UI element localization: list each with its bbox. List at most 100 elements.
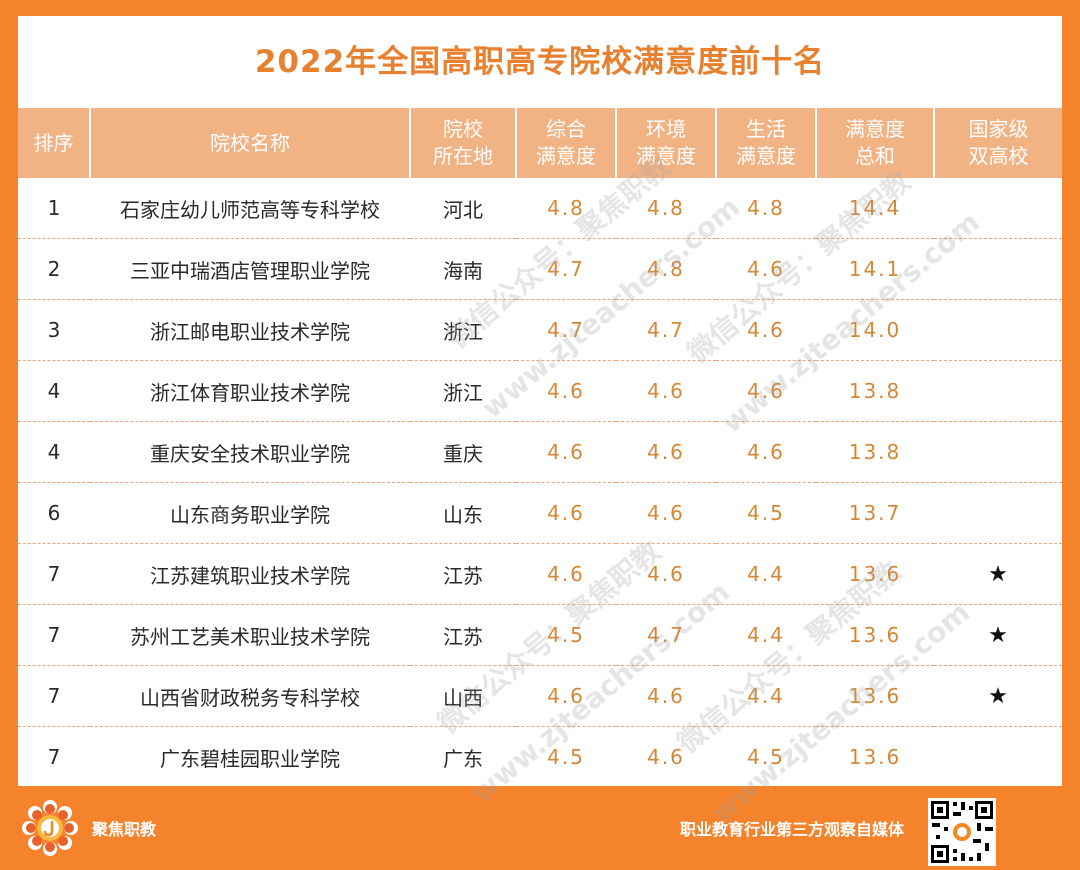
- table-row: 2 三亚中瑞酒店管理职业学院 海南 4.7 4.8 4.6 14.1: [18, 238, 1062, 300]
- cell-total: 14.0: [816, 299, 934, 361]
- header-total: 满意度 总和: [816, 108, 935, 178]
- cell-double-high: [934, 482, 1062, 544]
- cell-overall: 4.6: [516, 665, 616, 727]
- cell-province: 山西: [410, 665, 516, 727]
- table-row: 7 江苏建筑职业技术学院 江苏 4.6 4.6 4.4 13.6 ★: [18, 543, 1062, 605]
- header-environment: 环境 满意度: [616, 108, 717, 178]
- cell-life: 4.6: [716, 360, 816, 422]
- cell-double-high: [934, 238, 1062, 300]
- page-title: 2022年全国高职高专院校满意度前十名: [254, 44, 826, 80]
- table-row: 3 浙江邮电职业技术学院 浙江 4.7 4.7 4.6 14.0: [18, 299, 1062, 361]
- cell-province: 江苏: [410, 543, 516, 605]
- cell-double-high: [934, 299, 1062, 361]
- cell-environment: 4.8: [616, 178, 716, 239]
- cell-total: 13.7: [816, 482, 934, 544]
- table-row: 7 山西省财政税务专科学校 山西 4.6 4.6 4.4 13.6 ★: [18, 665, 1062, 727]
- cell-environment: 4.6: [616, 665, 716, 727]
- cell-overall: 4.6: [516, 482, 616, 544]
- header-school-name: 院校名称: [90, 108, 411, 178]
- cell-environment: 4.6: [616, 360, 716, 422]
- cell-school-name: 山西省财政税务专科学校: [90, 665, 410, 727]
- cell-province: 山东: [410, 482, 516, 544]
- cell-school-name: 浙江邮电职业技术学院: [90, 299, 410, 361]
- brand-logo-icon: [20, 798, 80, 858]
- cell-province: 江苏: [410, 604, 516, 666]
- cell-life: 4.6: [716, 238, 816, 300]
- cell-double-high: ★: [934, 604, 1062, 666]
- cell-life: 4.4: [716, 543, 816, 605]
- cell-environment: 4.7: [616, 604, 716, 666]
- cell-life: 4.5: [747, 745, 785, 769]
- cell-life: 4.5: [716, 482, 816, 544]
- brand-name: 聚焦职教: [92, 820, 157, 839]
- cell-rank: 6: [18, 482, 90, 544]
- cell-life: 4.6: [716, 299, 816, 361]
- cell-province: 重庆: [410, 421, 516, 483]
- cell-overall: 4.5: [547, 745, 585, 769]
- cell-life: 4.8: [716, 178, 816, 239]
- cell-overall: 4.6: [516, 421, 616, 483]
- cell-overall: 4.8: [516, 178, 616, 239]
- footer-slogan: 职业教育行业第三方观察自媒体: [679, 820, 904, 839]
- table-header-row: 排序 院校名称 院校 所在地 综合 满意度 环境 满意度 生活 满意度 满意度 总和 国家…: [18, 108, 1062, 178]
- cell-school-name: 山东商务职业学院: [90, 482, 410, 544]
- cell-school-name: 广东碧桂园职业学院: [160, 746, 340, 771]
- cell-total: 13.6: [816, 604, 934, 666]
- cell-life: 4.6: [716, 421, 816, 483]
- ranking-card: 2022年全国高职高专院校满意度前十名 排序 院校名称 院校 所在地 综合 满意度 …: [18, 16, 1062, 830]
- cell-school-name: 石家庄幼儿师范高等专科学校: [90, 178, 410, 239]
- cell-rank: 7: [47, 745, 61, 769]
- cell-environment: 4.7: [616, 299, 716, 361]
- footer: 聚焦职教 职业教育行业第三方观察自媒体: [0, 786, 1080, 868]
- cell-life: 4.4: [716, 604, 816, 666]
- cell-double-high: [934, 421, 1062, 483]
- cell-rank: 7: [18, 604, 90, 666]
- cell-total: 13.8: [816, 421, 934, 483]
- header-life: 生活 满意度: [716, 108, 817, 178]
- cell-total: 14.4: [816, 178, 934, 239]
- cell-rank: 2: [18, 238, 90, 300]
- cell-environment: 4.8: [616, 238, 716, 300]
- cell-environment: 4.6: [616, 482, 716, 544]
- cell-rank: 7: [18, 665, 90, 727]
- cell-school-name: 苏州工艺美术职业技术学院: [90, 604, 410, 666]
- table-row: 1 石家庄幼儿师范高等专科学校 河北 4.8 4.8 4.8 14.4: [18, 178, 1062, 239]
- cell-province: 河北: [410, 178, 516, 239]
- header-rank: 排序: [18, 108, 91, 178]
- cell-rank: 4: [18, 421, 90, 483]
- cell-double-high: [934, 178, 1062, 239]
- table-row: 6 山东商务职业学院 山东 4.6 4.6 4.5 13.7: [18, 482, 1062, 544]
- cell-province: 广东: [443, 746, 483, 771]
- cell-province: 海南: [410, 238, 516, 300]
- cell-rank: 3: [18, 299, 90, 361]
- header-double-high: 国家级 双高校: [934, 108, 1062, 178]
- table-row: 4 浙江体育职业技术学院 浙江 4.6 4.6 4.6 13.8: [18, 360, 1062, 422]
- cell-province: 浙江: [410, 299, 516, 361]
- cell-overall: 4.6: [516, 360, 616, 422]
- table-row: 7 广东碧桂园职业学院 广东 4.5 4.6 4.5 13.6: [18, 727, 1062, 788]
- table-row: 7 苏州工艺美术职业技术学院 江苏 4.5 4.7 4.4 13.6 ★: [18, 604, 1062, 666]
- cell-province: 浙江: [410, 360, 516, 422]
- cell-overall: 4.5: [516, 604, 616, 666]
- cell-total: 13.6: [816, 543, 934, 605]
- cell-total: 13.8: [816, 360, 934, 422]
- cell-school-name: 重庆安全技术职业学院: [90, 421, 410, 483]
- cell-rank: 7: [18, 543, 90, 605]
- header-overall: 综合 满意度: [516, 108, 617, 178]
- cell-double-high: ★: [934, 665, 1062, 727]
- ranking-table: 排序 院校名称 院校 所在地 综合 满意度 环境 满意度 生活 满意度 满意度 总和 国家…: [18, 108, 1062, 787]
- cell-rank: 1: [18, 178, 90, 239]
- cell-life: 4.4: [716, 665, 816, 727]
- cell-environment: 4.6: [616, 421, 716, 483]
- cell-overall: 4.7: [516, 299, 616, 361]
- cell-school-name: 江苏建筑职业技术学院: [90, 543, 410, 605]
- cell-double-high: [934, 727, 1062, 788]
- cell-double-high: ★: [934, 543, 1062, 605]
- cell-overall: 4.7: [516, 238, 616, 300]
- qr-code-icon: [928, 798, 996, 866]
- cell-rank: 4: [18, 360, 90, 422]
- cell-school-name: 三亚中瑞酒店管理职业学院: [90, 238, 410, 300]
- cell-total: 13.6: [848, 745, 902, 769]
- cell-total: 14.1: [816, 238, 934, 300]
- cell-environment: 4.6: [616, 543, 716, 605]
